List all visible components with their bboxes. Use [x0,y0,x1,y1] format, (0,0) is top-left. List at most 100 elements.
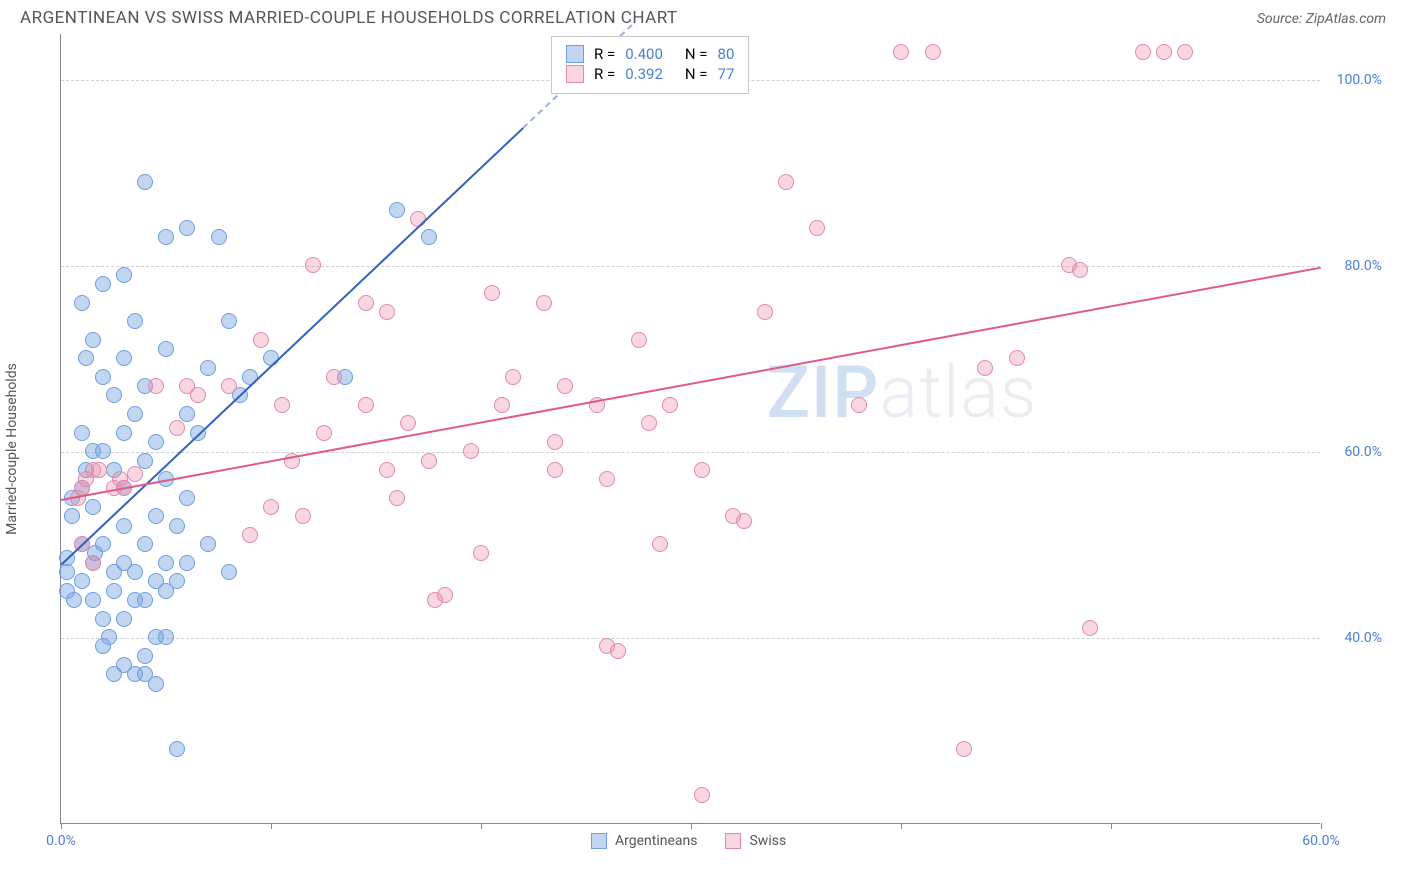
data-point-arg [148,508,164,524]
data-point-arg [148,434,164,450]
data-point-swiss [169,420,185,436]
stat-r-label: R = [594,65,615,83]
data-point-arg [59,564,75,580]
data-point-swiss [809,220,825,236]
data-point-swiss [599,471,615,487]
x-tick-mark [901,823,902,829]
data-point-arg [85,332,101,348]
data-point-arg [179,220,195,236]
data-point-arg [64,508,80,524]
swatch-arg [566,45,584,63]
data-point-swiss [925,44,941,60]
data-point-swiss [127,466,143,482]
data-point-arg [158,629,174,645]
gridline-h [61,452,1320,453]
data-point-swiss [305,257,321,273]
stat-n-value: 80 [718,45,735,63]
data-point-arg [137,174,153,190]
data-point-arg [221,564,237,580]
legend-item-arg: Argentineans [591,833,697,849]
data-point-swiss [389,490,405,506]
data-point-swiss [1072,262,1088,278]
data-point-arg [211,229,227,245]
data-point-arg [137,648,153,664]
data-point-arg [169,741,185,757]
stat-n-label: N = [685,65,708,83]
data-point-swiss [358,295,374,311]
page-title: ARGENTINEAN VS SWISS MARRIED-COUPLE HOUS… [20,8,678,28]
data-point-arg [148,676,164,692]
data-point-arg [137,453,153,469]
data-point-arg [169,518,185,534]
data-point-swiss [778,174,794,190]
y-tick-label: 100.0% [1327,72,1382,88]
stats-legend-box: R = 0.400N = 80R = 0.392N = 77 [551,36,749,94]
stat-r-value: 0.392 [625,65,663,83]
gridline-h [61,266,1320,267]
data-point-swiss [400,415,416,431]
data-point-swiss [463,443,479,459]
x-tick-mark [1321,823,1322,829]
data-point-arg [116,611,132,627]
legend-label: Swiss [749,833,786,849]
data-point-arg [95,443,111,459]
data-point-swiss [85,555,101,571]
legend-item-swiss: Swiss [725,833,786,849]
legend-bottom: Argentineans Swiss [591,833,786,849]
swatch-swiss [566,65,584,83]
data-point-swiss [473,545,489,561]
data-point-arg [200,360,216,376]
data-point-arg [116,350,132,366]
data-point-swiss [379,304,395,320]
trendline-arg [60,127,523,565]
data-point-swiss [631,332,647,348]
data-point-arg [101,629,117,645]
data-point-swiss [253,332,269,348]
data-point-arg [158,341,174,357]
data-point-arg [137,536,153,552]
data-point-arg [85,499,101,515]
data-point-arg [95,369,111,385]
data-point-swiss [316,425,332,441]
data-point-arg [421,229,437,245]
data-point-arg [158,229,174,245]
data-point-swiss [662,397,678,413]
swatch-arg [591,833,607,849]
data-point-swiss [557,378,573,394]
x-tick-mark [691,823,692,829]
data-point-arg [116,267,132,283]
source-label: Source: ZipAtlas.com [1257,11,1386,27]
data-point-arg [116,518,132,534]
y-tick-label: 80.0% [1327,258,1382,274]
data-point-arg [200,536,216,552]
x-tick-mark [61,823,62,829]
data-point-swiss [421,453,437,469]
x-tick-mark [271,823,272,829]
data-point-arg [242,369,258,385]
data-point-arg [95,276,111,292]
data-point-arg [127,313,143,329]
data-point-arg [95,536,111,552]
gridline-h [61,638,1320,639]
data-point-swiss [547,462,563,478]
data-point-swiss [437,587,453,603]
stat-n-value: 77 [718,65,735,83]
plot-area: 40.0%60.0%80.0%100.0%0.0%60.0%ZIPatlasR … [60,34,1320,824]
data-point-arg [221,313,237,329]
data-point-swiss [1177,44,1193,60]
data-point-swiss [610,643,626,659]
data-point-swiss [1156,44,1172,60]
data-point-swiss [1082,620,1098,636]
x-tick-label: 60.0% [1302,833,1340,849]
data-point-swiss [295,508,311,524]
data-point-swiss [536,295,552,311]
data-point-arg [66,592,82,608]
data-point-swiss [851,397,867,413]
data-point-arg [169,573,185,589]
data-point-swiss [221,378,237,394]
data-point-swiss [694,787,710,803]
data-point-arg [85,592,101,608]
data-point-arg [106,583,122,599]
data-point-swiss [736,513,752,529]
data-point-arg [106,387,122,403]
